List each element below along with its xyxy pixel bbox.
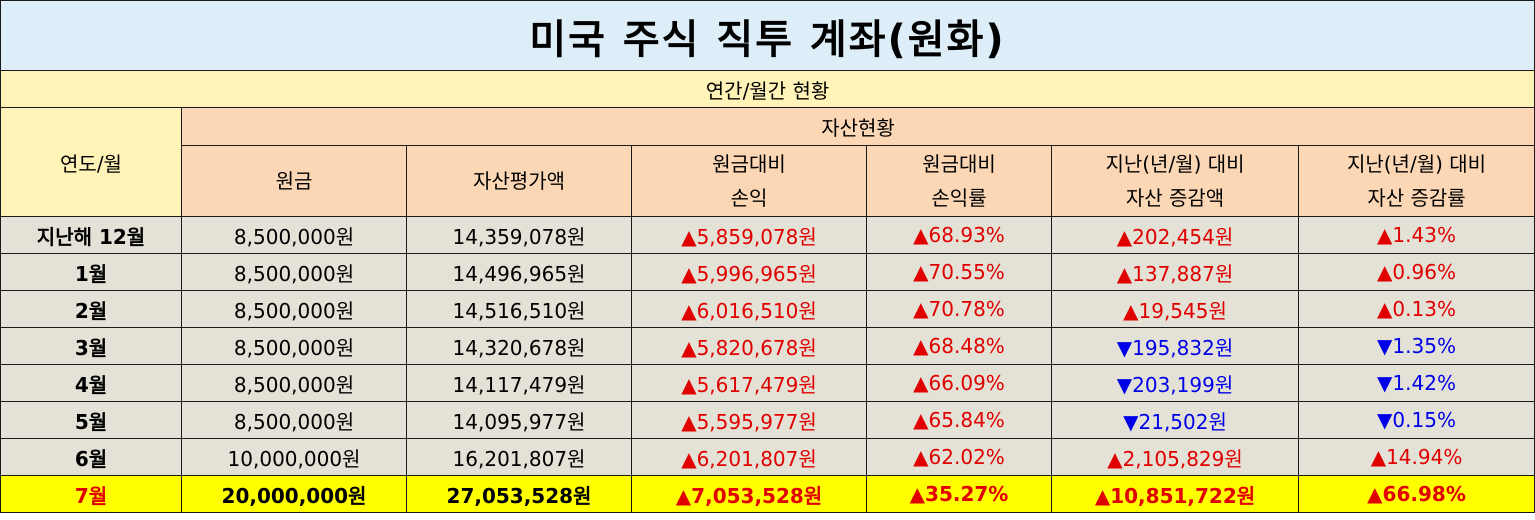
cell-profit-loss-rate[interactable]: ▲70.78% xyxy=(866,290,1052,328)
cell-profit-loss-rate[interactable]: ▲35.27% xyxy=(866,475,1052,513)
cell-month[interactable]: 6월 xyxy=(0,438,182,476)
cell-month[interactable]: 3월 xyxy=(0,327,182,365)
header-profit-loss-line2: 손익 xyxy=(730,186,768,210)
header-asset-change-line1: 지난(년/월) 대비 xyxy=(1105,152,1245,176)
cell-profit-loss-rate[interactable]: ▲68.48% xyxy=(866,327,1052,365)
table-row: 7월 20,000,000원 27,053,528원 ▲7,053,528원 ▲35.2… xyxy=(0,475,1535,513)
table-row: 1월 8,500,000원 14,496,965원 ▲5,996,965원 ▲70.55… xyxy=(0,253,1535,291)
cell-principal[interactable]: 8,500,000원 xyxy=(181,216,407,254)
cell-principal[interactable]: 8,500,000원 xyxy=(181,401,407,439)
cell-valuation[interactable]: 14,320,678원 xyxy=(406,327,632,365)
cell-asset-change-rate[interactable]: ▲0.96% xyxy=(1297,253,1535,291)
cell-profit-loss[interactable]: ▲5,996,965원 xyxy=(631,253,867,291)
cell-asset-change[interactable]: ▲202,454원 xyxy=(1051,216,1299,254)
cell-profit-loss-rate[interactable]: ▲65.84% xyxy=(866,401,1052,439)
header-asset-change-line2: 자산 증감액 xyxy=(1125,186,1225,210)
header-profit-loss-line1: 원금대비 xyxy=(712,152,786,176)
cell-month[interactable]: 2월 xyxy=(0,290,182,328)
cell-principal[interactable]: 8,500,000원 xyxy=(181,290,407,328)
cell-profit-loss[interactable]: ▲5,859,078원 xyxy=(631,216,867,254)
cell-principal[interactable]: 10,000,000원 xyxy=(181,438,407,476)
cell-month[interactable]: 5월 xyxy=(0,401,182,439)
cell-asset-change-rate[interactable]: ▼0.15% xyxy=(1297,401,1535,439)
table-row: 지난해 12월 8,500,000원 14,359,078원 ▲5,859,078원 ▲… xyxy=(0,216,1535,254)
page-title[interactable]: 미국 주식 직투 계좌(원화) xyxy=(0,0,1535,71)
cell-month[interactable]: 지난해 12월 xyxy=(0,216,182,254)
cell-asset-change-rate[interactable]: ▼1.42% xyxy=(1297,364,1535,402)
cell-profit-loss-rate[interactable]: ▲68.93% xyxy=(866,216,1052,254)
header-valuation[interactable]: 자산평가액 xyxy=(406,145,632,217)
cell-profit-loss-rate[interactable]: ▲66.09% xyxy=(866,364,1052,402)
cell-profit-loss[interactable]: ▲6,016,510원 xyxy=(631,290,867,328)
cell-profit-loss[interactable]: ▲5,595,977원 xyxy=(631,401,867,439)
cell-month[interactable]: 7월 xyxy=(0,475,182,513)
cell-profit-loss[interactable]: ▲5,617,479원 xyxy=(631,364,867,402)
cell-asset-change[interactable]: ▲137,887원 xyxy=(1051,253,1299,291)
header-profit-loss-rate[interactable]: 원금대비 손익률 xyxy=(866,145,1052,217)
cell-profit-loss-rate[interactable]: ▲70.55% xyxy=(866,253,1052,291)
cell-asset-change-rate[interactable]: ▲66.98% xyxy=(1297,475,1535,513)
header-month[interactable]: 연도/월 xyxy=(0,107,182,217)
cell-valuation[interactable]: 14,516,510원 xyxy=(406,290,632,328)
cell-asset-change[interactable]: ▲2,105,829원 xyxy=(1051,438,1299,476)
cell-principal[interactable]: 8,500,000원 xyxy=(181,327,407,365)
header-profit-loss-rate-line2: 손익률 xyxy=(931,186,987,210)
cell-asset-change[interactable]: ▼203,199원 xyxy=(1051,364,1299,402)
table-row: 2월 8,500,000원 14,516,510원 ▲6,016,510원 ▲70.78… xyxy=(0,290,1535,328)
cell-profit-loss[interactable]: ▲7,053,528원 xyxy=(631,475,867,513)
cell-asset-change[interactable]: ▲19,545원 xyxy=(1051,290,1299,328)
cell-asset-change-rate[interactable]: ▲1.43% xyxy=(1297,216,1535,254)
header-profit-loss-rate-line1: 원금대비 xyxy=(922,152,996,176)
cell-valuation[interactable]: 27,053,528원 xyxy=(406,475,632,513)
header-principal[interactable]: 원금 xyxy=(181,145,407,217)
cell-valuation[interactable]: 14,496,965원 xyxy=(406,253,632,291)
cell-valuation[interactable]: 16,201,807원 xyxy=(406,438,632,476)
cell-asset-change[interactable]: ▼195,832원 xyxy=(1051,327,1299,365)
cell-valuation[interactable]: 14,359,078원 xyxy=(406,216,632,254)
header-asset-change-rate[interactable]: 지난(년/월) 대비 자산 증감률 xyxy=(1297,145,1535,217)
cell-principal[interactable]: 8,500,000원 xyxy=(181,364,407,402)
cell-month[interactable]: 1월 xyxy=(0,253,182,291)
cell-valuation[interactable]: 14,117,479원 xyxy=(406,364,632,402)
header-profit-loss[interactable]: 원금대비 손익 xyxy=(631,145,867,217)
cell-profit-loss-rate[interactable]: ▲62.02% xyxy=(866,438,1052,476)
header-asset-change-rate-line2: 자산 증감률 xyxy=(1367,186,1466,210)
header-asset-status[interactable]: 자산현황 xyxy=(180,107,1535,146)
cell-principal[interactable]: 8,500,000원 xyxy=(181,253,407,291)
cell-valuation[interactable]: 14,095,977원 xyxy=(406,401,632,439)
cell-asset-change-rate[interactable]: ▲14.94% xyxy=(1297,438,1535,476)
table-row: 3월 8,500,000원 14,320,678원 ▲5,820,678원 ▲68.48… xyxy=(0,327,1535,365)
header-asset-change-rate-line1: 지난(년/월) 대비 xyxy=(1346,152,1487,176)
table-row: 5월 8,500,000원 14,095,977원 ▲5,595,977원 ▲65.84… xyxy=(0,401,1535,439)
section-subtitle[interactable]: 연간/월간 현황 xyxy=(0,70,1535,108)
cell-principal[interactable]: 20,000,000원 xyxy=(181,475,407,513)
table-row: 6월 10,000,000원 16,201,807원 ▲6,201,807원 ▲62.0… xyxy=(0,438,1535,476)
cell-profit-loss[interactable]: ▲5,820,678원 xyxy=(631,327,867,365)
header-asset-change[interactable]: 지난(년/월) 대비 자산 증감액 xyxy=(1051,145,1299,217)
cell-month[interactable]: 4월 xyxy=(0,364,182,402)
cell-asset-change-rate[interactable]: ▲0.13% xyxy=(1297,290,1535,328)
table-row: 4월 8,500,000원 14,117,479원 ▲5,617,479원 ▲66.09… xyxy=(0,364,1535,402)
cell-profit-loss[interactable]: ▲6,201,807원 xyxy=(631,438,867,476)
cell-asset-change[interactable]: ▼21,502원 xyxy=(1051,401,1299,439)
cell-asset-change-rate[interactable]: ▼1.35% xyxy=(1297,327,1535,365)
cell-asset-change[interactable]: ▲10,851,722원 xyxy=(1051,475,1299,513)
